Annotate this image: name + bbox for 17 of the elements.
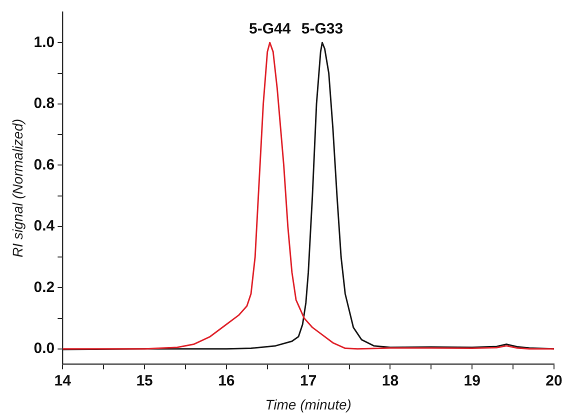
x-tick-label: 17 (300, 372, 317, 390)
x-axis-title: Time (minute) (265, 396, 352, 412)
y-tick-label: 0.6 (34, 156, 55, 174)
series-label: 5-G44 (248, 20, 292, 38)
x-tick-label: 14 (54, 372, 72, 390)
y-tick-label: 1.0 (34, 34, 55, 51)
series-label: 5-G33 (301, 20, 344, 38)
y-tick-label: 0.4 (34, 218, 56, 235)
y-tick-label: 0.2 (34, 278, 55, 296)
x-tick-label: 18 (382, 372, 399, 390)
y-axis-title: RI signal (Normalized) (9, 118, 26, 258)
x-tick-label: 15 (136, 372, 153, 390)
x-tick-label: 19 (464, 372, 480, 390)
x-tick-label: 20 (546, 372, 562, 390)
y-tick-label: 0.8 (34, 95, 55, 112)
x-tick-label: 16 (218, 372, 235, 390)
y-tick-label: 0.0 (34, 340, 55, 358)
